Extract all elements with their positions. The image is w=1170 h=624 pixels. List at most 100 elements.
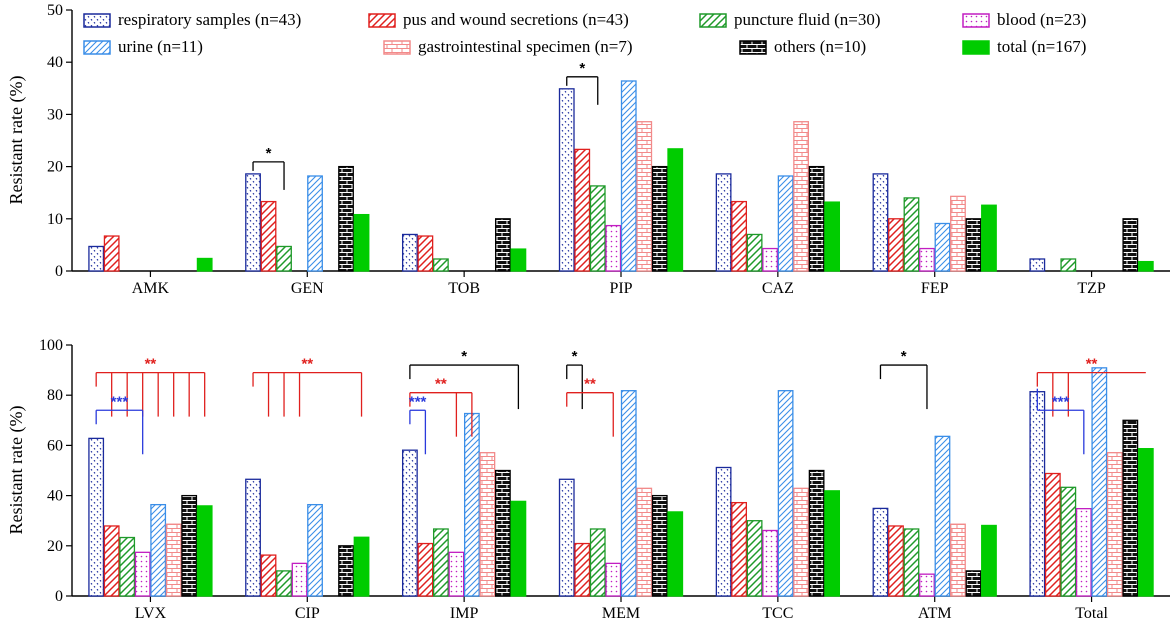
bar-caz-others xyxy=(808,165,825,272)
significance-label: *** xyxy=(111,393,129,410)
bar-atm-puncture-fluid xyxy=(903,528,920,597)
bar-atm-others xyxy=(965,570,982,597)
legend-swatch-total xyxy=(962,40,990,55)
bar-lvx-blood xyxy=(134,551,151,597)
legend-swatch-pus xyxy=(368,13,396,28)
bar-gen-total xyxy=(353,213,370,272)
bar-atm-gastrointestinal-specimen xyxy=(950,523,966,597)
legend-swatch-gi xyxy=(383,40,411,55)
y-tick-label: 60 xyxy=(47,437,63,454)
legend-label: others (n=10) xyxy=(774,37,866,56)
bar-gen-respiratory-samples xyxy=(245,173,261,272)
y-tick-label: 20 xyxy=(47,159,63,176)
bar-cip-respiratory-samples xyxy=(245,478,261,597)
bar-mem-urine xyxy=(620,390,637,597)
bar-gen-others xyxy=(338,165,354,272)
significance-bracket: * xyxy=(566,348,583,410)
x-tick-label-amk: AMK xyxy=(132,280,170,297)
top-chart-panel: 0 10 20 30 40 50 Resistant rate (%) AMK GEN TOB PI… xyxy=(6,2,1170,297)
bar-tob-puncture-fluid xyxy=(432,258,449,272)
bar-tob-others xyxy=(494,218,511,272)
significance-bracket: * xyxy=(566,60,599,105)
bar-imp-others xyxy=(494,469,511,597)
y-tick-label: 0 xyxy=(55,588,63,605)
legend-swatch-punct xyxy=(699,13,727,28)
bar-fep-pus-and-wound-secretions xyxy=(888,218,904,272)
significance-bracket: ** xyxy=(1036,356,1146,417)
bar-caz-pus-and-wound-secretions xyxy=(731,200,748,272)
bar-lvx-puncture-fluid xyxy=(119,536,136,597)
bar-tcc-puncture-fluid xyxy=(746,520,763,597)
bar-lvx-others xyxy=(181,494,198,597)
significance-bracket: *** xyxy=(409,393,427,455)
bar-imp-respiratory-samples xyxy=(401,449,418,597)
y-tick-label: 40 xyxy=(47,54,63,71)
x-tick-label-cip: CIP xyxy=(295,605,320,622)
bar-atm-blood xyxy=(919,573,935,597)
bar-imp-gastrointestinal-specimen xyxy=(479,452,496,597)
legend-label: blood (n=23) xyxy=(997,10,1086,29)
y-tick-label: 20 xyxy=(47,538,63,555)
bar-tzp-puncture-fluid xyxy=(1060,258,1077,272)
legend-item-respiratory-samples: respiratory samples (n=43) xyxy=(83,10,301,29)
bar-caz-blood xyxy=(762,247,779,272)
bar-pip-others xyxy=(651,165,668,272)
bar-amk-pus-and-wound-secretions xyxy=(103,235,120,272)
bar-gen-urine xyxy=(307,175,323,272)
bottom-chart-panel: 0 20 40 60 80 100 Resistant rate (%) LVX CIP IMP M… xyxy=(6,337,1170,622)
bar-total-others xyxy=(1122,419,1139,597)
legend-item-urine: urine (n=11) xyxy=(83,37,203,56)
x-tick-label-mem: MEM xyxy=(602,605,640,622)
significance-label: ** xyxy=(1086,356,1098,373)
significance-label: *** xyxy=(1052,393,1070,410)
x-tick-label-tcc: TCC xyxy=(762,605,793,622)
legend-item-puncture-fluid: puncture fluid (n=30) xyxy=(699,10,881,29)
bar-cip-others xyxy=(338,545,354,597)
legend-item-pus-and-wound-secretions: pus and wound secretions (n=43) xyxy=(368,10,629,29)
significance-label: * xyxy=(266,145,272,162)
legend-item-others: others (n=10) xyxy=(739,37,866,56)
bar-tcc-urine xyxy=(777,390,794,597)
y-axis-title: Resistant rate (%) xyxy=(6,76,27,205)
bar-cip-blood xyxy=(291,562,308,597)
significance-label: * xyxy=(572,348,578,365)
bar-imp-total xyxy=(510,500,527,597)
bar-pip-puncture-fluid xyxy=(589,185,606,272)
x-tick-label-gen: GEN xyxy=(291,280,324,297)
legend-label: respiratory samples (n=43) xyxy=(118,10,301,29)
y-tick-label: 0 xyxy=(55,263,63,280)
bar-caz-urine xyxy=(777,175,794,272)
bar-mem-blood xyxy=(605,562,622,597)
bar-caz-total xyxy=(824,201,841,272)
y-tick-label: 40 xyxy=(47,488,63,505)
bar-lvx-pus-and-wound-secretions xyxy=(103,525,120,597)
significance-bracket: *** xyxy=(1036,388,1085,455)
significance-bracket: *** xyxy=(95,393,144,455)
legend-label: pus and wound secretions (n=43) xyxy=(403,10,629,29)
bar-pip-pus-and-wound-secretions xyxy=(574,148,591,272)
bar-fep-respiratory-samples xyxy=(872,173,889,272)
bar-amk-respiratory-samples xyxy=(88,245,105,272)
y-tick-label: 10 xyxy=(47,211,63,228)
x-tick-label-tzp: TZP xyxy=(1077,280,1106,297)
bar-caz-respiratory-samples xyxy=(715,173,732,272)
significance-bracket: ** xyxy=(252,356,363,417)
bar-gen-puncture-fluid xyxy=(276,245,292,272)
legend-item-total: total (n=167) xyxy=(962,37,1086,56)
bar-mem-puncture-fluid xyxy=(589,528,606,597)
bar-fep-blood xyxy=(919,247,935,272)
significance-label: ** xyxy=(435,376,447,393)
y-tick-label: 50 xyxy=(47,2,63,19)
bar-atm-urine xyxy=(934,435,951,597)
bar-tob-pus-and-wound-secretions xyxy=(417,235,434,272)
legend: respiratory samples (n=43) urine (n=11) pu… xyxy=(83,10,1086,56)
bar-pip-gastrointestinal-specimen xyxy=(636,121,653,272)
legend-label: urine (n=11) xyxy=(118,37,203,56)
bar-cip-pus-and-wound-secretions xyxy=(260,554,277,597)
bar-fep-urine xyxy=(934,222,951,272)
bar-mem-respiratory-samples xyxy=(558,478,575,597)
bar-lvx-gastrointestinal-specimen xyxy=(165,523,182,597)
bar-amk-total xyxy=(196,257,213,272)
bar-imp-blood xyxy=(448,551,465,597)
bar-mem-others xyxy=(651,494,668,597)
